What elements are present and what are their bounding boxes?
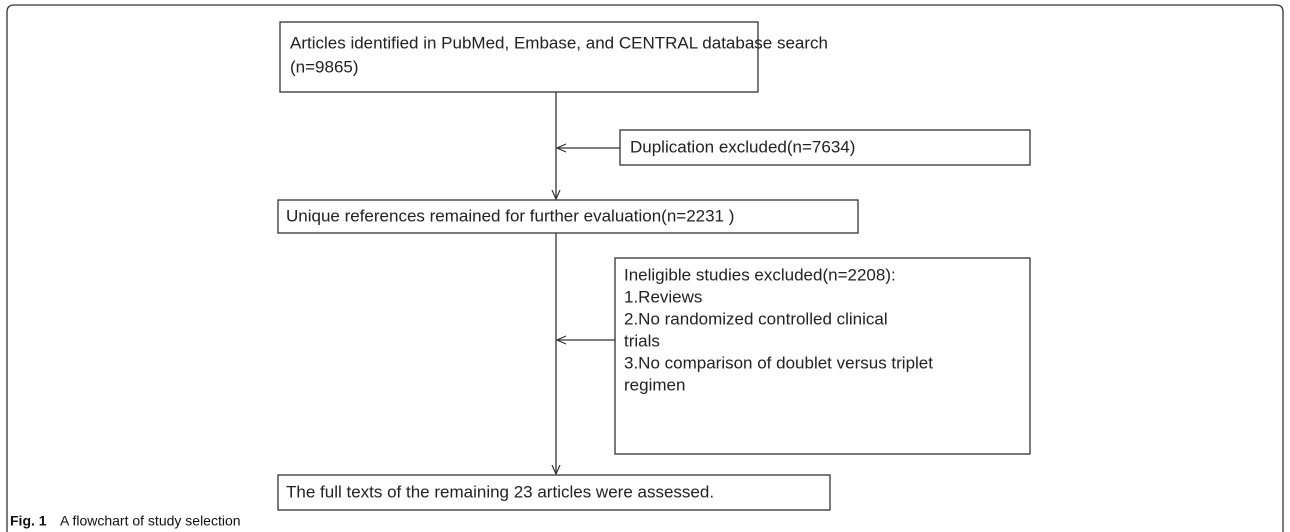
node-text: trials <box>624 331 660 350</box>
node-text: Ineligible studies excluded(n=2208): <box>624 265 896 284</box>
node-text: Articles identified in PubMed, Embase, a… <box>290 33 828 52</box>
caption-label: Fig. 1 <box>10 513 47 529</box>
figure-frame <box>6 4 1284 532</box>
node-text: 3.No comparison of doublet versus triple… <box>624 353 933 372</box>
node-text: (n=9865) <box>290 57 359 76</box>
caption-text: A flowchart of study selection <box>60 513 241 529</box>
node-box <box>614 257 1031 455</box>
node-text: 1.Reviews <box>624 287 702 306</box>
node-box <box>277 199 859 234</box>
node-text: Duplication excluded(n=7634) <box>630 137 855 156</box>
node-text: regimen <box>624 375 685 394</box>
node-box <box>619 129 1031 166</box>
node-box <box>279 21 759 93</box>
node-box <box>277 474 831 511</box>
node-text: Unique references remained for further e… <box>286 206 734 225</box>
node-text: 2.No randomized controlled clinical <box>624 309 888 328</box>
node-text: The full texts of the remaining 23 artic… <box>286 482 714 501</box>
